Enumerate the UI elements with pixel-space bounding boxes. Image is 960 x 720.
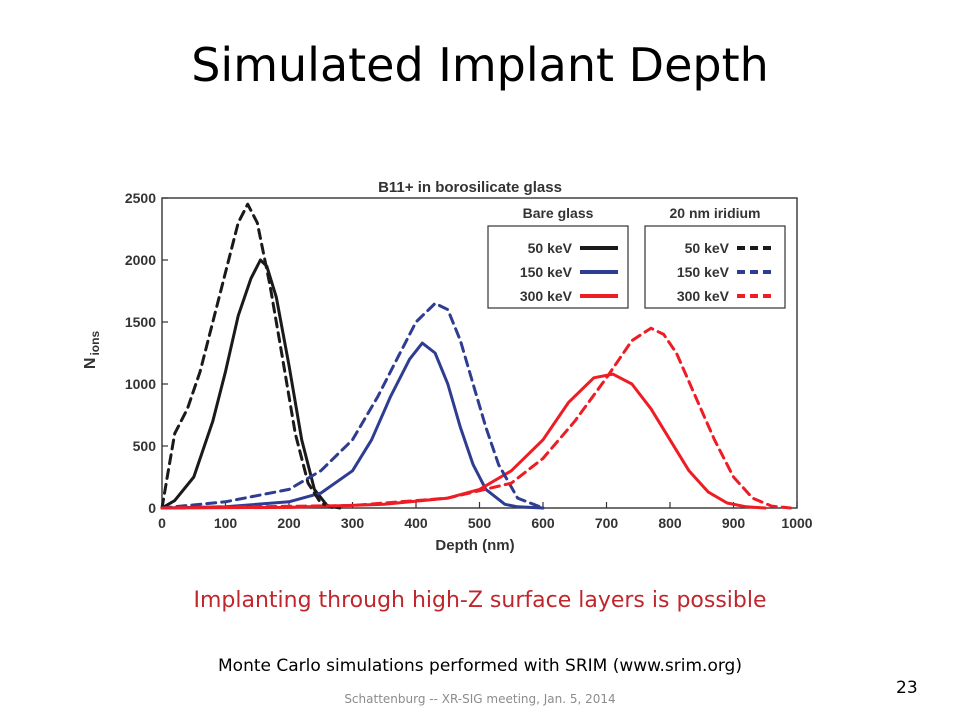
series-iridium-150-kev — [160, 301, 545, 510]
x-tick-label: 1000 — [781, 515, 812, 531]
y-tick-label: 0 — [148, 500, 156, 516]
series-bare-150-kev — [160, 341, 545, 510]
x-axis-label: Depth (nm) — [435, 537, 514, 554]
series-layer — [160, 202, 793, 510]
y-axis-label-main: N — [82, 358, 99, 370]
x-tick-label: 100 — [214, 515, 238, 531]
legend-entry-label: 150 keV — [520, 264, 573, 280]
series-iridium-300-kev — [160, 326, 793, 510]
x-tick-label: 900 — [722, 515, 746, 531]
x-tick-label: 800 — [658, 515, 682, 531]
x-tick-label: 700 — [595, 515, 619, 531]
implant-depth-chart: B11+ in borosilicate glass 0 100 200 300 400… — [82, 179, 813, 554]
axes: 0 100 200 300 400 500 600 700 800 900 1000 0 500 1000… — [125, 190, 813, 531]
page-number: 23 — [896, 678, 918, 698]
slide-title: Simulated Implant Depth — [191, 38, 769, 92]
y-tick-label: 2500 — [125, 190, 156, 206]
x-tick-label: 500 — [468, 515, 492, 531]
simulation-credit: Monte Carlo simulations performed with S… — [218, 656, 742, 676]
y-tick-label: 2000 — [125, 252, 156, 268]
legend-box — [644, 225, 786, 309]
x-tick-label: 400 — [404, 515, 428, 531]
x-tick-label: 600 — [531, 515, 555, 531]
tagline: Implanting through high-Z surface layers… — [193, 588, 767, 613]
y-tick-label: 1000 — [125, 376, 156, 392]
legend-entry-label: 50 keV — [685, 240, 730, 256]
y-tick-label: 1500 — [125, 314, 156, 330]
y-tick-label: 500 — [133, 438, 157, 454]
x-tick-label: 200 — [277, 515, 301, 531]
series-iridium-50-kev — [160, 202, 335, 510]
legend: Bare glass 50 keV 150 keV 300 keV 20 nm irid… — [487, 205, 786, 309]
chart-title: B11+ in borosilicate glass — [378, 179, 562, 196]
legend-entry-label: 150 keV — [677, 264, 730, 280]
legend-group-title: 20 nm iridium — [669, 205, 760, 221]
y-axis-label-sub: ions — [88, 331, 102, 356]
series-bare-50-kev — [160, 258, 342, 510]
x-tick-label: 0 — [158, 515, 166, 531]
x-tick-label: 300 — [341, 515, 365, 531]
legend-entry-label: 300 keV — [677, 288, 730, 304]
legend-group-title: Bare glass — [523, 205, 594, 221]
svg-text:Nions: Nions — [82, 331, 102, 370]
legend-entry-label: 50 keV — [528, 240, 573, 256]
y-axis-label: Nions — [82, 331, 102, 370]
legend-entry-label: 300 keV — [520, 288, 573, 304]
slide-footer: Schattenburg -- XR-SIG meeting, Jan. 5, … — [344, 692, 616, 706]
